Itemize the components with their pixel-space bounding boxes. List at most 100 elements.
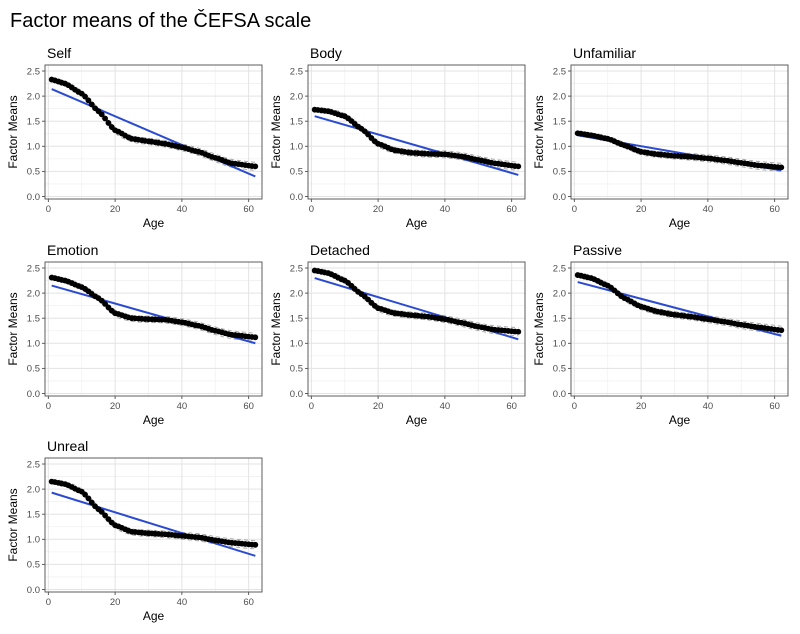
x-axis-label: Age [143, 413, 165, 427]
x-axis-label: Age [143, 216, 165, 230]
plot-frame [44, 457, 263, 593]
data-point [102, 512, 108, 519]
x-axis-label: Age [406, 216, 428, 230]
chart-panel-unreal: Unreal 0.0 0.5 1.0 1.5 2.0 2.5 0 20 40 60 Age Factor… [6, 438, 263, 623]
x-tick-label: 40 [440, 401, 451, 412]
x-tick-label: 20 [110, 401, 121, 412]
data-point [85, 495, 92, 502]
panel-title: Emotion [47, 242, 98, 258]
ci-lower-line [51, 81, 256, 171]
y-tick-label: 2.5 [290, 263, 303, 274]
plot-frame [307, 64, 526, 200]
y-axis-label: Factor Means [6, 488, 20, 561]
y-tick-label: 2.5 [553, 263, 566, 274]
y-tick-label: 2.0 [27, 484, 40, 495]
panel-title: Unreal [47, 438, 88, 454]
y-tick-label: 1.5 [290, 117, 303, 128]
chart-panel-unfamiliar: Unfamiliar 0.0 0.5 1.0 1.5 2.0 2.5 0 20 40 60 Age Fa… [532, 45, 789, 230]
x-tick-label: 60 [243, 401, 254, 412]
y-tick-label: 1.5 [553, 117, 566, 128]
y-tick-label: 0.0 [27, 192, 40, 203]
y-tick-label: 0.5 [553, 364, 566, 375]
x-tick-label: 60 [506, 204, 517, 215]
chart-panel-self: Self 0.0 0.5 1.0 1.5 2.0 2.5 0 20 40 60 Age Factor M… [6, 45, 263, 230]
data-point [82, 491, 88, 498]
data-point [102, 115, 108, 122]
y-tick-label: 0.0 [290, 192, 303, 203]
chart-panel-detached: Detached 0.0 0.5 1.0 1.5 2.0 2.5 0 20 40 60 Age Fact… [269, 242, 526, 427]
x-tick-label: 40 [177, 597, 188, 608]
x-tick-label: 40 [177, 401, 188, 412]
y-tick-label: 1.0 [27, 339, 40, 350]
y-tick-label: 2.0 [27, 91, 40, 102]
data-point [252, 163, 259, 170]
linear-trend-line [51, 491, 256, 557]
ci-lower-line [577, 276, 782, 335]
plot-frame [570, 261, 789, 397]
y-tick-label: 1.5 [290, 314, 303, 325]
y-tick-label: 1.5 [27, 314, 40, 325]
chart-panel-passive: Passive 0.0 0.5 1.0 1.5 2.0 2.5 0 20 40 60 Age Facto… [532, 242, 789, 427]
panel-title: Detached [310, 242, 370, 258]
plot-background [571, 65, 788, 199]
x-tick-label: 60 [506, 401, 517, 412]
y-tick-label: 2.0 [290, 91, 303, 102]
ci-lower-line [51, 483, 256, 550]
y-tick-label: 2.5 [290, 66, 303, 77]
y-tick-label: 1.5 [27, 510, 40, 521]
y-tick-label: 2.0 [553, 288, 566, 299]
y-tick-label: 0.0 [27, 585, 40, 596]
y-tick-label: 1.0 [553, 339, 566, 350]
x-tick-label: 40 [703, 204, 714, 215]
x-tick-label: 20 [636, 401, 647, 412]
x-tick-label: 60 [243, 204, 254, 215]
data-point [515, 328, 522, 335]
data-point [98, 111, 105, 118]
x-axis-label: Age [143, 609, 165, 623]
x-tick-label: 40 [440, 204, 451, 215]
y-tick-label: 2.5 [27, 66, 40, 77]
y-axis-label: Factor Means [269, 95, 283, 168]
x-axis-label: Age [669, 216, 691, 230]
y-axis-label: Factor Means [532, 292, 546, 365]
x-tick-label: 20 [110, 204, 121, 215]
y-tick-label: 0.5 [290, 364, 303, 375]
y-tick-label: 1.0 [290, 142, 303, 153]
chart-panel-emotion: Emotion 0.0 0.5 1.0 1.5 2.0 2.5 0 20 40 60 Age Facto… [6, 242, 263, 427]
x-tick-label: 60 [769, 401, 780, 412]
y-axis-label: Factor Means [6, 292, 20, 365]
x-tick-label: 0 [309, 204, 314, 215]
x-tick-label: 0 [572, 401, 577, 412]
y-tick-label: 1.0 [553, 142, 566, 153]
y-tick-label: 0.0 [290, 389, 303, 400]
y-tick-label: 0.5 [553, 167, 566, 178]
panel-title: Body [310, 45, 342, 61]
x-tick-label: 20 [373, 204, 384, 215]
data-point [252, 334, 259, 341]
x-tick-label: 0 [572, 204, 577, 215]
x-tick-label: 60 [769, 204, 780, 215]
y-tick-label: 1.0 [27, 535, 40, 546]
data-point [85, 97, 92, 104]
y-tick-label: 1.5 [553, 314, 566, 325]
x-tick-label: 0 [46, 597, 51, 608]
plot-frame [44, 261, 263, 397]
panels: Self 0.0 0.5 1.0 1.5 2.0 2.5 0 20 40 60 Age Factor M… [6, 45, 789, 623]
x-tick-label: 0 [46, 204, 51, 215]
data-point [88, 499, 95, 506]
data-point [778, 327, 785, 334]
ci-lower-line [314, 272, 519, 337]
x-tick-label: 20 [373, 401, 384, 412]
data-point [105, 120, 112, 126]
y-tick-label: 0.5 [27, 167, 40, 178]
y-tick-label: 0.0 [553, 389, 566, 400]
x-tick-label: 40 [703, 401, 714, 412]
panel-title: Unfamiliar [573, 45, 636, 61]
chart-panel-body: Body 0.0 0.5 1.0 1.5 2.0 2.5 0 20 40 60 Age Factor M… [269, 45, 526, 230]
data-point [252, 541, 259, 548]
x-tick-label: 40 [177, 204, 188, 215]
plot-frame [307, 261, 526, 397]
y-tick-label: 2.5 [27, 459, 40, 470]
x-axis-label: Age [406, 413, 428, 427]
y-tick-label: 2.5 [553, 66, 566, 77]
